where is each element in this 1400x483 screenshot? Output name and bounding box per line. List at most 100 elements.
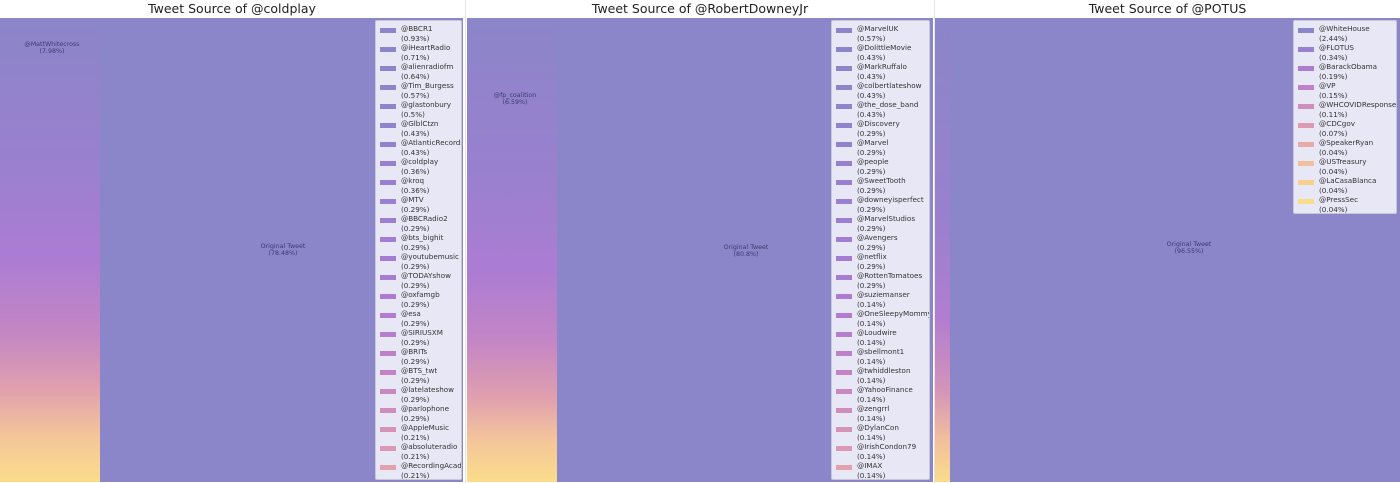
legend: @WhiteHouse (2.44%) @FLOTUS (0.34%) @BarackO…	[1293, 20, 1397, 214]
legend: @BBCR1 (0.93%) @iHeartRadio (0.71%) @alienra…	[375, 20, 462, 480]
legend-label: @people	[857, 157, 889, 166]
legend-swatch	[836, 465, 852, 470]
legend-percent: (0.21%)	[401, 470, 430, 480]
legend-swatch	[836, 389, 852, 394]
legend-label: @BBCRadio2	[401, 214, 448, 223]
treemap-plot: @fp_coalition (6.59%) Original Tweet (80…	[467, 18, 933, 482]
legend-percent: (0.14%)	[857, 299, 886, 309]
legend-percent: (0.29%)	[401, 204, 430, 214]
legend-percent: (0.29%)	[857, 242, 886, 252]
legend-percent: (0.04%)	[1319, 147, 1348, 157]
legend-label: @SpeakerRyan	[1319, 138, 1374, 147]
chart-panel-coldplay: Tweet Source of @coldplay @MattWhitecros…	[0, 0, 464, 483]
legend-item: @oxfamgb (0.29%)	[380, 290, 457, 309]
legend-percent: (0.14%)	[857, 470, 886, 480]
legend-swatch	[1298, 142, 1314, 147]
chart-panel-robertdowneyjr: Tweet Source of @RobertDowneyJr @fp_coal…	[467, 0, 933, 483]
legend-percent: (0.29%)	[401, 261, 430, 271]
legend-swatch	[836, 142, 852, 147]
legend-swatch	[380, 332, 396, 337]
legend-item: @Avengers (0.29%)	[836, 233, 925, 252]
retweet-pct: (6.59%)	[502, 99, 528, 106]
legend-percent: (0.04%)	[1319, 185, 1348, 195]
legend-swatch	[836, 123, 852, 128]
legend-percent: (0.14%)	[857, 356, 886, 366]
legend-percent: (0.29%)	[401, 280, 430, 290]
panel-divider	[934, 0, 935, 483]
legend-label: @bts_bighit	[401, 233, 444, 242]
legend-swatch	[380, 275, 396, 280]
legend-label: @AtlanticRecords	[401, 138, 462, 147]
legend-item: @IMAX (0.14%)	[836, 461, 925, 480]
legend-percent: (0.19%)	[1319, 71, 1348, 81]
legend-swatch	[836, 218, 852, 223]
legend-swatch	[836, 294, 852, 299]
legend-percent: (0.43%)	[857, 90, 886, 100]
legend-swatch	[836, 104, 852, 109]
legend-label: @CDCgov	[1319, 119, 1355, 128]
legend-label: @TODAYshow	[401, 271, 451, 280]
legend-swatch	[380, 161, 396, 166]
legend-item: @iHeartRadio (0.71%)	[380, 43, 457, 62]
legend-percent: (0.34%)	[1319, 52, 1348, 62]
legend-percent: (0.29%)	[401, 299, 430, 309]
legend-percent: (0.5%)	[401, 109, 425, 119]
retweet-name: @MattWhitecross	[24, 41, 80, 48]
legend-swatch	[836, 351, 852, 356]
legend-label: @MTV	[401, 195, 424, 204]
legend-swatch	[836, 66, 852, 71]
legend-label: @SweetTooth	[857, 176, 906, 185]
treemap-plot: @MattWhitecross (7.98%) Original Tweet (…	[0, 18, 463, 482]
legend-label: @sbellmont1	[857, 347, 905, 356]
legend-item: @Loudwire (0.14%)	[836, 328, 925, 347]
legend-item: @sbellmont1 (0.14%)	[836, 347, 925, 366]
legend-label: @alienradiofm	[401, 62, 454, 71]
legend-item: @IrishCondon79 (0.14%)	[836, 442, 925, 461]
legend-percent: (0.29%)	[401, 394, 430, 404]
legend-item: @the_dose_band (0.43%)	[836, 100, 925, 119]
legend-item: @BRITs (0.29%)	[380, 347, 457, 366]
legend-item: @SIRIUSXM (0.29%)	[380, 328, 457, 347]
legend-item: @VP (0.15%)	[1298, 81, 1392, 100]
tile-label-original: Original Tweet (96.55%)	[1167, 241, 1212, 255]
legend-item: @people (0.29%)	[836, 157, 925, 176]
legend-swatch	[836, 199, 852, 204]
legend-swatch	[380, 237, 396, 242]
legend-percent: (0.21%)	[401, 432, 430, 442]
legend-percent: (0.29%)	[857, 280, 886, 290]
legend-percent: (0.14%)	[857, 394, 886, 404]
legend-percent: (0.29%)	[857, 128, 886, 138]
legend-item: @latelateshow (0.29%)	[380, 385, 457, 404]
legend-swatch	[836, 180, 852, 185]
legend-label: @IMAX	[857, 461, 883, 470]
legend-item: @glastonbury (0.5%)	[380, 100, 457, 119]
legend-swatch	[380, 218, 396, 223]
legend-swatch	[380, 180, 396, 185]
original-name: Original Tweet	[723, 244, 769, 251]
legend-swatch	[836, 408, 852, 413]
legend-swatch	[380, 104, 396, 109]
legend-label: @downeyisperfect	[857, 195, 924, 204]
legend-percent: (0.64%)	[401, 71, 430, 81]
legend-item: @downeyisperfect (0.29%)	[836, 195, 925, 214]
legend-swatch	[1298, 66, 1314, 71]
legend-swatch	[836, 313, 852, 318]
chart-title: Tweet Source of @RobertDowneyJr	[591, 1, 809, 16]
legend-percent: (0.43%)	[857, 71, 886, 81]
legend-label: @MarkRuffalo	[857, 62, 907, 71]
legend-label: @BRITs	[401, 347, 428, 356]
tile-label-retweet: @MattWhitecross (7.98%)	[24, 41, 79, 55]
legend-label: @oxfamgb	[401, 290, 440, 299]
legend-item: @suziemanser (0.14%)	[836, 290, 925, 309]
legend-percent: (0.93%)	[401, 33, 430, 43]
legend-percent: (0.29%)	[857, 147, 886, 157]
legend-percent: (0.29%)	[857, 261, 886, 271]
chart-title: Tweet Source of @coldplay	[148, 1, 316, 16]
legend-label: @DolittleMovie	[857, 43, 912, 52]
legend-percent: (0.29%)	[401, 318, 430, 328]
legend-label: @YahooFinance	[857, 385, 913, 394]
tile-label-retweet: @fp_coalition (6.59%)	[494, 92, 536, 106]
legend-swatch	[836, 275, 852, 280]
legend-percent: (0.15%)	[1319, 90, 1348, 100]
legend-percent: (0.14%)	[857, 413, 886, 423]
